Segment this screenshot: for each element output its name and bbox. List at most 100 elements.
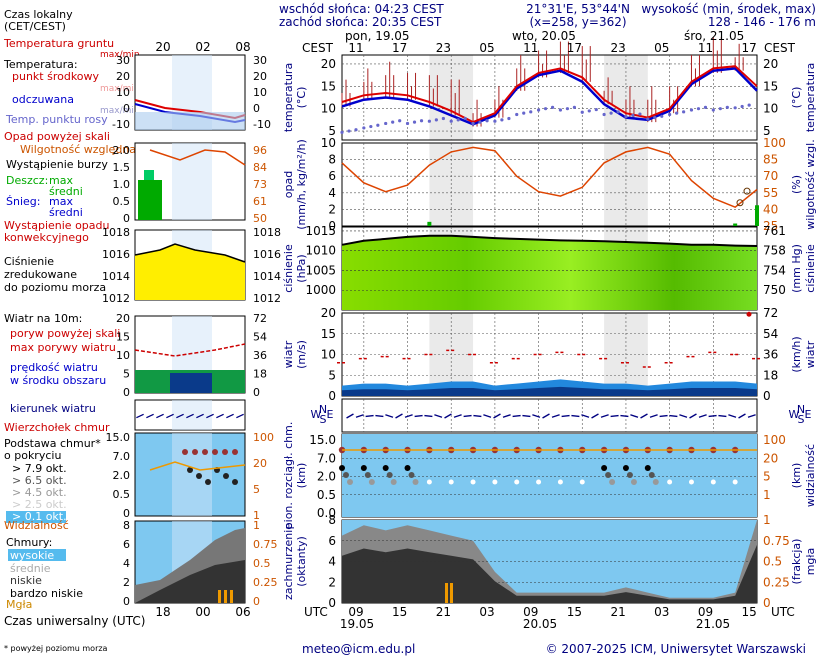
felt-line xyxy=(341,67,758,126)
leg-wind-arrow xyxy=(206,413,214,419)
wind-arrow xyxy=(365,414,374,418)
ylabel-cloud-r2: widzialność xyxy=(804,444,817,507)
dew-point xyxy=(602,112,606,117)
cloud-base-dot xyxy=(492,479,498,485)
pres-tick-r: 750 xyxy=(763,283,786,297)
leg-wind-tick-r: 54 xyxy=(253,331,267,344)
leg-pres-tick-l: 1012 xyxy=(102,292,130,305)
dew-point xyxy=(369,124,373,129)
utc-tick-5: 15 xyxy=(567,605,582,619)
leg-cloud-tick-l: 15.0 xyxy=(106,431,131,444)
leg-cover-tick-r: 1 xyxy=(253,519,260,532)
cloud-base-dot xyxy=(648,472,655,478)
dir-label-w: W xyxy=(311,408,322,421)
dew-point xyxy=(493,119,497,123)
leg-cover-tick-l: 4 xyxy=(123,557,130,570)
wind-arrow xyxy=(620,414,629,418)
leg-pres-tick-r: 1012 xyxy=(253,292,281,305)
legend-local-time: Czas lokalny xyxy=(4,8,73,21)
utc-tick-3: 03 xyxy=(479,605,494,619)
leg-rain-bar xyxy=(138,180,162,220)
utc-tick-1: 15 xyxy=(392,605,407,619)
ylabel-cover-l1: zachmurzenie xyxy=(282,523,295,600)
dew-point xyxy=(485,119,489,123)
leg-prec-tick-l: 1.5 xyxy=(113,161,131,174)
utc-tick-7: 03 xyxy=(654,605,669,619)
legend-pressure2: zredukowane xyxy=(4,268,77,281)
leg-cloud-tick-l: 0 xyxy=(123,507,130,520)
dew-point xyxy=(740,104,744,109)
footer-email[interactable]: meteo@icm.edu.pl xyxy=(302,642,415,656)
cloud-base-dot xyxy=(626,472,633,478)
temp-tick-l: 5 xyxy=(328,124,336,138)
leg-temp-tick-r: 0 xyxy=(253,102,260,115)
cloud-base-dot xyxy=(609,479,616,485)
wind-arrow xyxy=(502,414,511,418)
leg-wind-arrow xyxy=(146,413,154,419)
leg-cover-tick-r: 0.5 xyxy=(253,557,271,570)
humidity-line xyxy=(341,146,758,209)
wind-arrow xyxy=(591,413,599,419)
legend-okt-3: > 2.5 okt. xyxy=(12,498,67,511)
dew-point xyxy=(696,107,701,111)
pres-tick-l: 1015 xyxy=(305,224,336,238)
leg-temp-tick-r: 20 xyxy=(253,70,267,83)
dew-point xyxy=(354,128,358,132)
cloud-base-dot xyxy=(667,479,673,485)
leg-hum-tick-r: 96 xyxy=(253,144,267,157)
legend-cloud-top: Wierzchołek chmur xyxy=(4,421,110,434)
cloud-tick-l: 2.0 xyxy=(317,470,336,484)
ylabel-wind-r1: (km/h) xyxy=(790,336,803,372)
dew-point xyxy=(347,129,351,133)
legend-cloud-cover: o pokryciu xyxy=(4,449,61,462)
cloud-base-dot xyxy=(368,479,375,485)
day-label-1: wto, 20.05 xyxy=(512,29,576,43)
cloud-base-dot xyxy=(652,479,659,485)
wind-arrow xyxy=(346,413,354,419)
cloud-base-dot xyxy=(386,472,393,478)
legend-pressure3: do poziomu morza xyxy=(4,281,106,294)
wind-tick-r: 72 xyxy=(763,306,778,320)
pres-tick-r: 754 xyxy=(763,263,786,277)
cloud-base-dot xyxy=(557,479,563,485)
wind-tick-r: 54 xyxy=(763,327,778,341)
dew-point xyxy=(660,114,664,118)
utc-label-left: UTC xyxy=(304,605,328,619)
dew-point xyxy=(565,107,570,111)
wind-arrow xyxy=(747,414,756,418)
legend-wind-speed: prędkość wiatru xyxy=(10,361,98,374)
leg-cloud-base-dot xyxy=(205,479,211,485)
leg-cloud-tick-l: 0.5 xyxy=(113,488,131,501)
leg-wind-tick-r: 72 xyxy=(253,312,267,325)
coords-text: 21°31'E, 53°44'N xyxy=(526,2,630,16)
dew-point xyxy=(580,110,584,114)
ylabel-temp-l1: temperatura xyxy=(282,63,295,132)
leg-cloud-top-dot xyxy=(222,449,228,455)
precip-tick-l: 2 xyxy=(328,202,336,216)
leg-cloud-base-dot xyxy=(196,473,202,479)
dew-point xyxy=(718,107,722,111)
leg-temp-tick-l: 10 xyxy=(116,86,130,99)
cest-tick-1: 17 xyxy=(392,41,407,55)
legend-okt-1: > 6.5 okt. xyxy=(12,474,67,487)
dew-point xyxy=(391,120,395,124)
legend-storm: Wystąpienie burzy xyxy=(6,158,108,171)
height-values: 128 - 146 - 176 m xyxy=(708,15,816,29)
dew-point xyxy=(653,116,657,120)
leg-wind-tick-r: 18 xyxy=(253,368,267,381)
wind-area-inner xyxy=(342,386,757,396)
temp-tick-l: 15 xyxy=(321,79,336,93)
footer-copyright: © 2007-2025 ICM, Uniwersytet Warszawski xyxy=(546,642,806,656)
leg-prec-tick-l: 0 xyxy=(123,212,130,225)
cest-tick-2: 23 xyxy=(436,41,451,55)
dew-point xyxy=(703,105,708,109)
leg-hum-line xyxy=(149,149,246,166)
pressure-line xyxy=(341,234,758,247)
leg-pres-tick-l: 1018 xyxy=(102,226,130,239)
ylabel-pres-l2: (hPa) xyxy=(295,254,308,282)
cloud-base-dot xyxy=(536,479,542,485)
cloud-base-dot xyxy=(339,465,345,471)
leg-vis-tick-r: 20 xyxy=(253,457,267,470)
leg-pres-tick-r: 1014 xyxy=(253,270,281,283)
legend-high-box xyxy=(8,549,66,561)
